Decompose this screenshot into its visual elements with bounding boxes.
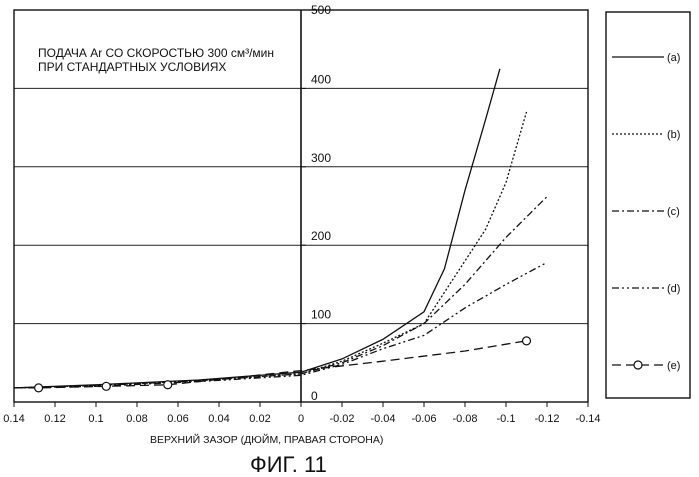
x-tick-label: 0.04 xyxy=(208,413,229,425)
legend-label-e: (e) xyxy=(667,360,680,372)
series-marker-e xyxy=(523,337,531,345)
legend-box xyxy=(606,12,690,398)
y-tick-label: 200 xyxy=(311,229,331,243)
series-layer xyxy=(14,69,547,392)
x-axis-ticks: 0.14 0.12 0.1 0.08 0.06 0.04 0.02 0 -0.02 -0.04 -0… xyxy=(3,402,600,425)
x-tick-label: -0.08 xyxy=(452,413,477,425)
x-tick-label: 0 xyxy=(298,413,304,425)
x-tick-label: -0.02 xyxy=(329,413,354,425)
y-tick-label: 400 xyxy=(311,72,331,86)
y-tick-label: 500 xyxy=(311,3,331,17)
x-tick-label: -0.12 xyxy=(534,413,559,425)
series-line-e xyxy=(14,341,527,388)
legend-label-a: (a) xyxy=(667,52,680,64)
series-marker-e xyxy=(35,384,43,392)
legend-marker-e xyxy=(634,361,642,369)
figure-label: ФИГ. 11 xyxy=(250,452,327,477)
x-tick-label: -0.1 xyxy=(497,413,516,425)
x-tick-label: 0.08 xyxy=(126,413,147,425)
legend-label-d: (d) xyxy=(667,283,680,295)
y-tick-label: 0 xyxy=(311,389,318,403)
x-tick-label: -0.04 xyxy=(370,413,395,425)
legend: (a) (b) (c) (d) (e) xyxy=(612,52,680,372)
series-marker-e xyxy=(102,382,110,390)
series-line-c xyxy=(14,197,547,388)
x-tick-label: 0.1 xyxy=(88,413,103,425)
legend-label-c: (c) xyxy=(667,206,680,218)
x-tick-label: -0.14 xyxy=(575,413,600,425)
series-line-a xyxy=(14,69,500,388)
y-tick-label: 100 xyxy=(311,308,331,322)
x-tick-label: 0.12 xyxy=(44,413,65,425)
x-tick-label: 0.06 xyxy=(167,413,188,425)
y-tick-label: 300 xyxy=(311,151,331,165)
annotation-line-1: ПОДАЧА Ar СО СКОРОСТЬЮ 300 см³/мин xyxy=(38,46,274,60)
y-axis-ticks: 0 100 200 300 400 500 xyxy=(301,3,331,403)
x-tick-label: -0.06 xyxy=(411,413,436,425)
x-tick-label: 0.14 xyxy=(3,413,24,425)
legend-label-b: (b) xyxy=(667,129,680,141)
annotation-line-2: ПРИ СТАНДАРТНЫХ УСЛОВИЯХ xyxy=(38,60,226,74)
series-marker-e xyxy=(164,381,172,389)
x-axis-label: ВЕРХНИЙ ЗАЗОР (ДЮЙМ, ПРАВАЯ СТОРОНА) xyxy=(150,433,383,446)
x-tick-label: 0.02 xyxy=(249,413,270,425)
